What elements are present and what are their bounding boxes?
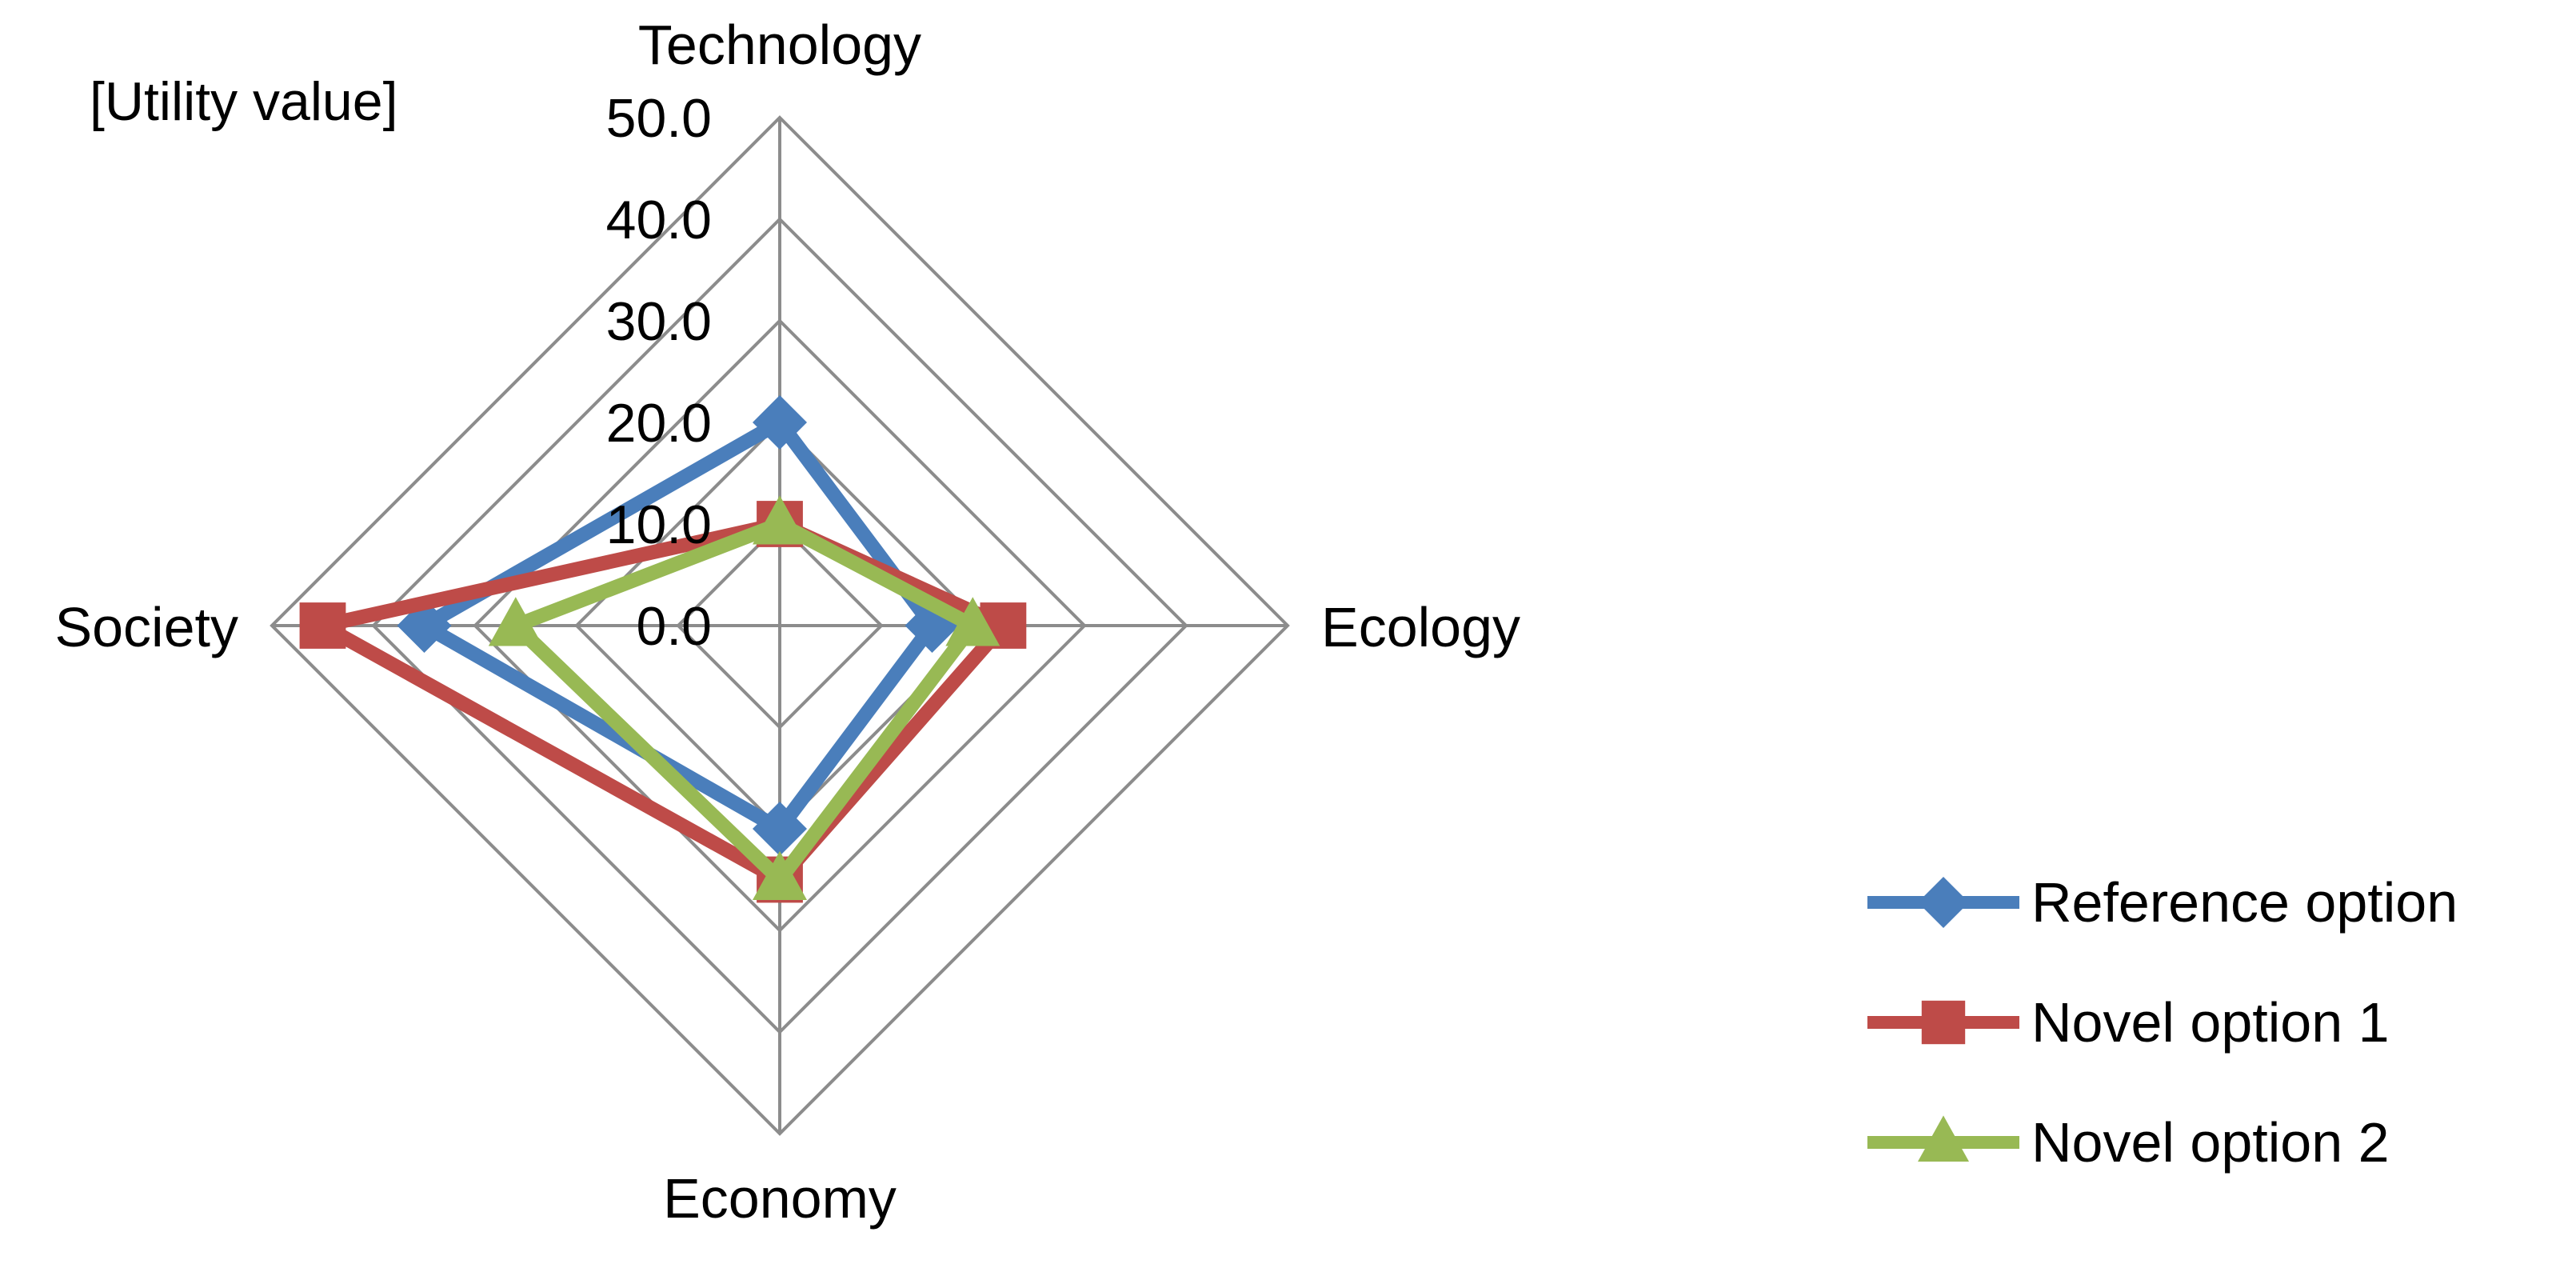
tick-label: 40.0 (606, 190, 712, 250)
series-novel-option-2 (488, 495, 1000, 900)
axis-unit-label: [Utility value] (90, 71, 397, 132)
category-label-ecology: Ecology (1321, 596, 1520, 658)
tick-label: 0.0 (636, 596, 712, 657)
legend-entry-reference-option: Reference option (1867, 871, 2458, 934)
legend-entry-novel-option-2: Novel option 2 (1867, 1111, 2390, 1174)
tick-label: 10.0 (606, 494, 712, 555)
radar-tick-labels: 0.0 10.0 20.0 30.0 40.0 50.0 (606, 88, 712, 657)
series-line-novel-option-1 (302, 516, 1016, 889)
radar-category-labels: Technology Ecology Economy Society (54, 14, 1520, 1230)
legend-marker-novel-option-1 (1921, 1000, 1966, 1045)
tick-label: 50.0 (606, 88, 712, 149)
data-point-reference-option-economy (753, 802, 807, 856)
legend-label: Novel option 2 (2031, 1111, 2390, 1174)
data-point-novel-option-2-technology (753, 495, 807, 545)
legend-label: Reference option (2031, 871, 2458, 934)
data-point-reference-option-technology (753, 395, 807, 450)
legend-marker-reference-option (1918, 877, 1969, 928)
tick-label: 30.0 (606, 291, 712, 352)
data-point-novel-option-2-ecology (945, 597, 1000, 646)
legend: Reference option Novel option 1 Novel opti… (1867, 871, 2458, 1174)
category-label-economy: Economy (663, 1167, 897, 1230)
legend-label: Novel option 1 (2031, 991, 2390, 1054)
category-label-technology: Technology (638, 14, 921, 76)
tick-label: 20.0 (606, 393, 712, 454)
legend-entry-novel-option-1: Novel option 1 (1867, 991, 2390, 1054)
category-label-society: Society (54, 596, 238, 658)
data-point-novel-option-1-society (299, 602, 346, 649)
legend-marker-novel-option-2 (1918, 1115, 1969, 1162)
data-point-novel-option-2-economy (753, 850, 807, 900)
radar-series (299, 395, 1027, 903)
data-point-novel-option-2-society (488, 597, 543, 646)
